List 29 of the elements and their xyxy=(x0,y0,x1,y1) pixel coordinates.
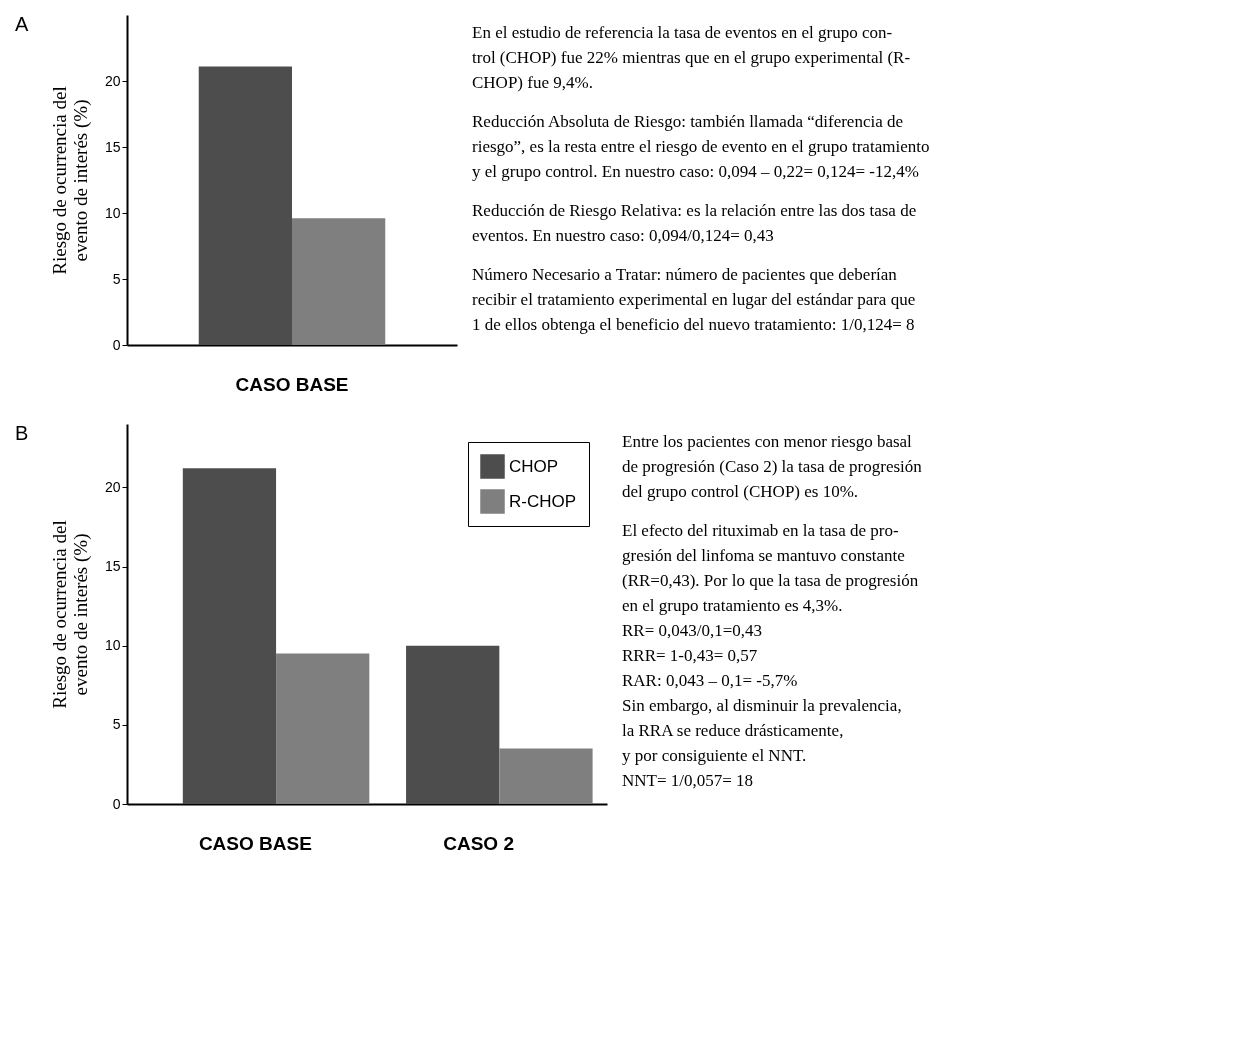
y-tick-label: 5 xyxy=(112,716,121,733)
bar xyxy=(406,645,500,804)
y-tick-label: 15 xyxy=(104,138,121,155)
x-tick-label: CASO BASE xyxy=(235,373,349,395)
y-tick-label: 10 xyxy=(104,637,121,654)
y-tick-label: 15 xyxy=(104,558,121,574)
text: Número Necesario a Tratar: número de pacientes que deberían recibir el tratamiento experimental en lugar del estándar para que 1 de ellos obtenga el beneficio del nuevo tratamiento: 1/0,124= 8 xyxy=(472,265,916,334)
y-tick-label: 20 xyxy=(104,478,121,495)
text: Reducción Absoluta de Riesgo: también llamada “diferencia de riesgo”, es la resta entre el riesgo de evento en el grupo tratamiento y el grupo control. En nuestro caso: 0,094 – 0,22= 0,124= -12,4% xyxy=(472,112,930,181)
text: Entre los pacientes con menor riesgo basal de progresión (Caso 2) la tasa de progresión del grupo control (CHOP) es 10%. xyxy=(622,432,923,501)
y-axis-title: Riesgo de ocurrencia del evento de interés (%) xyxy=(48,520,92,709)
y-tick-label: 5 xyxy=(112,270,121,287)
text: Reducción de Riesgo Relativa: es la relación entre las dos tasa de eventos. En nuestro caso: 0,094/0,124= 0,43 xyxy=(472,201,917,245)
text: El efecto del rituximab en la tasa de pro- gresión del linfoma se mantuvo constante (RR=0,43). Por lo que la tasa de progresión en el grupo tratamiento es 4,3%. RR= 0,043/0,1=0,43 RRR= 1-0,43= 0,57 RAR: 0,043 – 0,1= -5,7% Sin embargo, al disminuir la prevalencia, la RRA se reduce drásticamente, y por consiguiente el NNT. NNT= 1/0,057= 18 xyxy=(622,521,919,790)
y-tick-label: 20 xyxy=(104,72,121,89)
bar xyxy=(182,468,277,804)
x-tick-label: CASO BASE xyxy=(198,832,312,854)
y-axis-title: Riesgo de ocurrencia del evento de interés (%) xyxy=(48,86,92,275)
bar xyxy=(499,748,593,804)
bar xyxy=(276,653,370,804)
legend-label: CHOP xyxy=(509,456,559,476)
text: B xyxy=(15,422,29,444)
text: A xyxy=(15,13,29,35)
x-tick-label: CASO 2 xyxy=(443,832,514,854)
legend-label: R-CHOP xyxy=(509,491,577,511)
y-tick-label: 0 xyxy=(112,795,121,812)
y-tick-label: 0 xyxy=(112,336,121,353)
y-tick-label: 10 xyxy=(104,204,121,221)
text: En el estudio de referencia la tasa de eventos en el grupo con- trol (CHOP) fue 22% mientras que en el grupo experimental (R- CHOP) fue 9,4%. xyxy=(472,23,911,92)
